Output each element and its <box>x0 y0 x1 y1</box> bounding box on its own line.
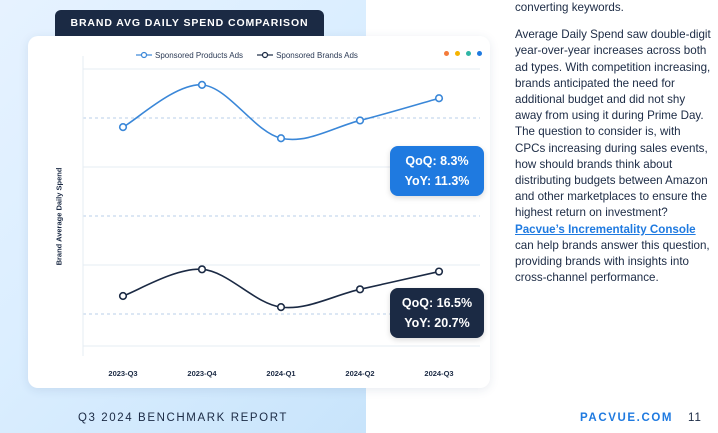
data-point-0-2 <box>276 134 286 143</box>
body-intro: converting keywords. <box>515 1 624 14</box>
series-line-0 <box>122 84 440 141</box>
chart-card: Sponsored Products Ads Sponsored Brands … <box>28 36 490 388</box>
footer-report-title: Q3 2024 BENCHMARK REPORT <box>77 412 289 424</box>
data-point-1-3 <box>355 285 365 294</box>
chart-legend: Sponsored Products Ads Sponsored Brands … <box>136 48 358 62</box>
legend-marker-sponsored-brands <box>257 51 274 59</box>
callout-yoy-brands: YoY: 20.7% <box>404 316 470 330</box>
data-point-1-4 <box>434 267 444 276</box>
data-point-0-1 <box>197 80 207 89</box>
decor-dot-orange <box>444 51 449 56</box>
callout-qoq-brands: QoQ: 16.5% <box>401 296 473 310</box>
x-tick-label: 2023-Q4 <box>187 369 217 378</box>
callout-sponsored-products: QoQ: 8.3% YoY: 11.3% <box>390 146 484 196</box>
line-chart-plot: 2023-Q3 2023-Q4 2024-Q1 2024-Q2 2024-Q3 <box>82 56 480 378</box>
page-number: 11 <box>688 412 702 424</box>
legend-label-sponsored-brands: Sponsored Brands Ads <box>276 50 358 60</box>
callout-yoy-products: YoY: 11.3% <box>404 174 470 188</box>
footer-site-link[interactable]: PACVUE.COM <box>580 412 674 424</box>
body-paragraph-text: Average Daily Spend saw double-digit yea… <box>515 28 711 220</box>
data-point-0-3 <box>355 116 365 125</box>
data-point-0-0 <box>118 123 128 132</box>
callout-sponsored-brands: QoQ: 16.5% YoY: 20.7% <box>390 288 484 338</box>
data-point-1-0 <box>118 291 128 301</box>
legend-marker-sponsored-products <box>136 51 152 59</box>
legend-label-sponsored-products: Sponsored Products Ads <box>155 50 244 60</box>
article-body: converting keywords. Average Daily Spend… <box>515 0 713 297</box>
chart-banner: BRAND AVG DAILY SPEND COMPARISON <box>55 10 324 36</box>
body-paragraph: Average Daily Spend saw double-digit yea… <box>515 27 713 286</box>
incrementality-console-link[interactable]: Pacvue’s Incrementality Console <box>515 222 696 236</box>
x-tick-label: 2024-Q2 <box>345 369 374 378</box>
body-after-link: can help brands answer this question, pr… <box>515 238 710 285</box>
callout-qoq-products: QoQ: 8.3% <box>405 154 469 168</box>
x-tick-label: 2024-Q3 <box>424 369 453 378</box>
x-tick-label: 2024-Q1 <box>266 369 295 378</box>
data-point-1-1 <box>197 265 207 274</box>
decorative-dots <box>444 51 482 56</box>
data-point-0-4 <box>434 94 444 103</box>
x-tick-label: 2023-Q3 <box>108 369 137 378</box>
data-point-1-2 <box>276 303 286 312</box>
decor-dot-teal <box>466 51 471 56</box>
legend-item-sponsored-brands: Sponsored Brands Ads <box>257 51 358 60</box>
decor-dot-blue <box>477 51 482 56</box>
decor-dot-yellow <box>455 51 460 56</box>
legend-item-sponsored-products: Sponsored Products Ads <box>136 51 243 60</box>
